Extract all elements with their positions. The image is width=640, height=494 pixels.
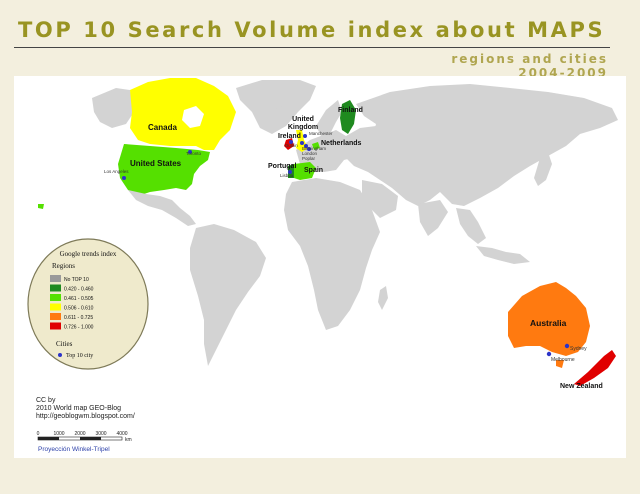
legend-class-label-2: 0.461 - 0.505 [64,296,94,302]
projection-label: Proyección Winkel-Tripel [38,446,110,453]
label-spain: Spain [304,167,323,174]
label-city-melbourne: Melbourne [551,357,575,363]
label-city-lisboa: Lisboa [280,173,294,178]
subtitle-regions-and-cities: regions and cities [451,52,608,66]
city-dot-melbourne [546,351,552,357]
label-city-dublin: Dublin [285,143,298,148]
alaska-shape [92,88,134,128]
map-title: TOP 10 Search Volume index about MAPS [18,18,606,42]
india-shape [418,200,448,236]
legend-frame [27,238,149,370]
label-new-zealand: New Zealand [560,383,603,390]
greenland-shape [236,80,316,134]
legend-swatch-0 [50,275,61,282]
iceland-shape [272,106,290,116]
city-dot-poplar [307,147,311,151]
legend-class-label-0: No TOP 10 [64,277,89,283]
scale-tick-1: 1000 [53,431,64,437]
tasmania-shape [556,360,564,368]
europe-shape [296,126,380,172]
netherlands-shape [312,142,320,150]
label-united-kingdom-line2: Kingdom [288,124,318,131]
australia-shape [508,282,590,356]
label-city-sydney: Sydney [570,346,587,352]
title-divider [14,47,610,48]
finland-shape [340,100,356,134]
label-finland: Finland [338,107,363,114]
city-dot-lisboa [288,170,292,174]
legend-class-label-1: 0.420 - 0.460 [64,287,94,293]
city-dot-sydney [564,343,570,349]
south-america-shape [190,224,266,366]
label-ireland: Ireland [278,133,301,140]
new-zealand-shape [574,350,616,386]
label-city-los-angeles: Los Angeles [104,169,129,174]
legend-swatch-4 [50,313,61,320]
city-dot-toronto [188,150,192,154]
label-united-states: United States [130,159,182,168]
legend-city-symbol-label: Top 10 city [66,353,93,359]
scale-tick-4: 4000 [116,431,127,437]
legend-swatch-5 [50,322,61,330]
madagascar-shape [378,286,388,310]
mexico-shape [128,190,196,226]
legend-class-label-4: 0.611 - 0.725 [64,315,93,321]
city-dot-dublin [289,140,293,144]
scale-tick-3: 3000 [95,431,106,437]
label-city-birmingham: Birmingham [302,146,326,151]
credits-license: CC by [36,397,56,404]
scale-tick-0: 0 [37,431,40,437]
label-city-manchester: Manchester [309,131,333,136]
legend-heading: Google trends index [60,250,117,258]
label-netherlands: Netherlands [321,140,362,147]
southeast-asia-shape [456,208,486,244]
legend-city-symbol [58,353,62,357]
city-dot-london [304,144,308,148]
scale-bar: 0 1000 2000 3000 4000 km [37,431,132,443]
credits-author: 2010 World map GEO-Blog [36,405,122,412]
japan-shape [534,152,552,186]
label-australia: Australia [530,318,567,328]
legend-regions-heading: Regions [52,262,75,270]
legend-swatch-2 [50,294,61,301]
credits: CC by 2010 World map GEO-Blog http://geo… [36,397,135,421]
legend-swatch-3 [50,303,61,311]
scale-bar-unit: km [125,437,132,443]
label-canada: Canada [148,123,177,132]
spain-shape [294,162,316,180]
legend-class-label-3: 0.506 - 0.610 [64,306,94,312]
label-city-poplar: Poplar [302,156,316,161]
label-portugal: Portugal [268,163,296,170]
asia-shape [346,84,618,206]
scandinavia-shape [316,100,342,138]
credits-url: http://geoblogwm.blogspot.com/ [36,413,135,420]
scale-bar-segment-1 [38,437,59,440]
legend-swatch-1 [50,284,61,292]
africa-shape [284,178,380,330]
indonesia-shape [476,246,530,264]
legend-class-label-5: 0.726 - 1.000 [64,325,94,331]
legend-cities-heading: Cities [56,340,73,348]
scale-bar-segment-3 [80,437,101,440]
label-city-toronto: Toronto [186,151,202,156]
label-city-london: London [302,151,318,156]
label-united-kingdom-line1: United [292,116,314,123]
hawaii-shape [38,204,44,209]
city-dot-manchester [303,134,307,138]
city-dot-los-angeles [122,176,126,180]
hudson-bay-shape [182,106,204,128]
scale-tick-2: 2000 [74,431,85,437]
legend: Google trends index Regions No TOP 10 0.4… [27,238,149,370]
city-dot-birmingham [300,141,304,145]
canada-shape [130,78,236,150]
usa-shape [118,144,210,196]
